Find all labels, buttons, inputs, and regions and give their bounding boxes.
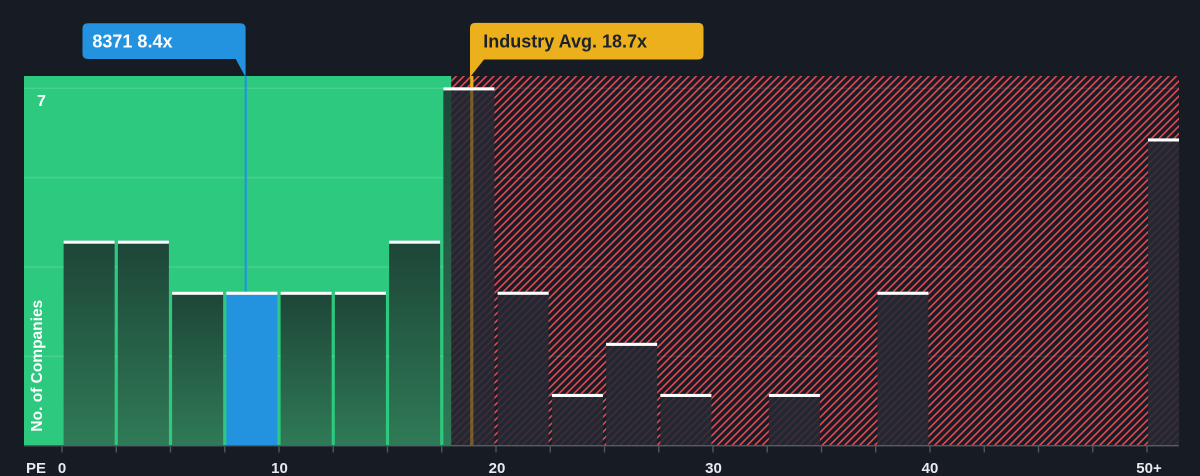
svg-text:0: 0 <box>58 460 66 476</box>
svg-text:50+: 50+ <box>1136 460 1162 476</box>
svg-text:40: 40 <box>922 460 939 476</box>
svg-text:PE: PE <box>26 460 46 476</box>
svg-text:Industry Avg. 18.7x: Industry Avg. 18.7x <box>483 32 647 52</box>
svg-text:No. of Companies: No. of Companies <box>29 300 46 432</box>
svg-text:7: 7 <box>37 93 46 110</box>
svg-text:8371 8.4x: 8371 8.4x <box>92 32 172 52</box>
svg-text:10: 10 <box>271 460 288 476</box>
svg-text:20: 20 <box>489 460 506 476</box>
svg-text:30: 30 <box>705 460 722 476</box>
